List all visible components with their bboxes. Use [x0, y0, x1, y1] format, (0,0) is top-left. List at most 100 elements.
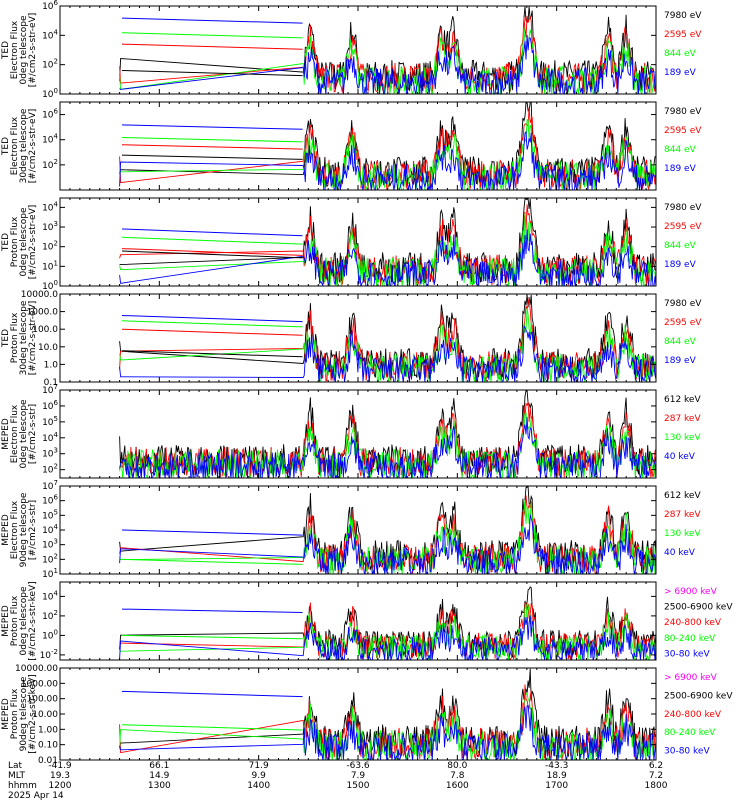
y-tick-label: 106 — [42, 0, 58, 12]
y-tick-label: 10.0 — [38, 343, 58, 353]
svg-text:0deg telescope: 0deg telescope — [19, 207, 29, 277]
time-tick-label: 6.2 — [649, 761, 663, 771]
svg-text:TED: TED — [1, 233, 11, 252]
legend-red: 287 keV — [664, 414, 701, 424]
trace-green — [119, 118, 656, 190]
trace-red — [119, 15, 656, 94]
y-tick-label: 106 — [42, 108, 58, 121]
y-tick-label: 105 — [42, 508, 58, 521]
y-tick-label: 103 — [42, 447, 58, 460]
hhmm-row-label: hhmm — [8, 781, 37, 791]
legend-green: 844 eV — [664, 337, 697, 347]
time-tick-label: 18.9 — [547, 771, 567, 781]
lat-row-label: Lat — [8, 761, 23, 771]
panel-5-traces — [119, 390, 656, 478]
y-tick-label: 10000.00 — [15, 664, 58, 674]
svg-text:Electron Flux: Electron Flux — [10, 404, 20, 463]
y-tick-label: 10.00 — [32, 710, 58, 720]
panel-3-traces — [119, 198, 656, 286]
gap-line-2 — [121, 32, 303, 39]
trace-blue — [119, 417, 656, 478]
y-tick-label: 0.01 — [38, 756, 58, 766]
y-tick-label: 1.00 — [38, 725, 58, 735]
trace-green — [119, 603, 656, 660]
gap-line-1 — [121, 529, 303, 536]
svg-text:MEPED: MEPED — [1, 514, 11, 546]
y-axis-label: MEPED Electron Flux 90deg telescope [#/cm2-… — [1, 492, 38, 567]
y-tick-label: 1000.00 — [21, 679, 58, 689]
y-tick-label: 100.0 — [32, 325, 58, 335]
panel-8-traces — [119, 668, 656, 760]
time-tick-label: 1200 — [49, 781, 72, 791]
svg-text:[#/cm2-s-str-keV]: [#/cm2-s-str-keV] — [28, 674, 38, 753]
gap-line-2 — [121, 137, 303, 143]
panel-5: 102 103 104 105 106 107 MEPED Electron Flux 0deg… — [1, 383, 701, 479]
y-tick-label: 1000.0 — [27, 308, 59, 318]
panel-7: 10-2 100 102 104 MEPED Proton Flux 0deg telesc… — [1, 581, 733, 661]
time-tick-label: 71.9 — [249, 761, 269, 771]
y-tick-label: 100 — [42, 628, 58, 641]
legend-green: 130 keV — [664, 529, 701, 539]
legend-blue: 189 eV — [664, 68, 697, 78]
time-tick-label: 14.9 — [149, 771, 169, 781]
svg-text:90deg telescope: 90deg telescope — [19, 492, 29, 567]
legend-blue: 40 keV — [664, 548, 696, 558]
legend-blue: 189 eV — [664, 356, 697, 366]
legend-green: 844 eV — [664, 241, 697, 251]
panel-1: 100 102 104 106 TED Electron Flux 0deg telesco… — [1, 0, 702, 100]
trace-blue — [119, 324, 656, 382]
y-axis-label: MEPED Proton Flux 90deg telescope [#/cm2-s-… — [1, 674, 38, 753]
y-axis-label: MEPED Proton Flux 0deg telescope [#/cm2-s-s… — [1, 581, 38, 660]
y-tick-label: 100 — [42, 279, 58, 292]
y-axis-label: MEPED Electron Flux 0deg telescope [#/cm2-s… — [1, 399, 38, 469]
legend-blue: 30-80 keV — [664, 649, 710, 659]
legend-green: 80-240 keV — [664, 634, 716, 644]
time-tick-label: 7.9 — [351, 771, 366, 781]
time-tick-label: 19.3 — [50, 771, 70, 781]
gap-line-3 — [121, 144, 303, 150]
panel-6-traces — [119, 486, 656, 574]
legend-green: 844 eV — [664, 49, 697, 59]
svg-text:TED: TED — [1, 41, 11, 60]
time-tick-label: 9.9 — [252, 771, 267, 781]
legend-red: 2595 eV — [664, 30, 702, 40]
trace-green — [119, 27, 656, 94]
gap-line-1 — [121, 17, 303, 24]
gap-line-2 — [121, 558, 303, 565]
svg-text:Electron Flux: Electron Flux — [10, 500, 20, 559]
svg-text:[#/cm2-s-str-eV]: [#/cm2-s-str-eV] — [28, 205, 38, 280]
legend-magenta: > 6900 keV — [664, 673, 718, 683]
y-tick-label: 105 — [42, 415, 58, 428]
time-tick-label: -41.9 — [48, 761, 72, 771]
svg-text:TED: TED — [1, 137, 11, 156]
svg-text:0deg telescope: 0deg telescope — [19, 15, 29, 85]
y-tick-label: 101 — [42, 259, 58, 272]
y-tick-label: 101 — [42, 567, 58, 580]
trace-green — [119, 411, 656, 478]
panel-8: 0.010.101.0010.00100.001000.0010000.00ME… — [1, 664, 733, 766]
gap-line-1 — [121, 608, 303, 613]
legend-red: 240-800 keV — [664, 618, 722, 628]
trace-blue — [119, 705, 656, 760]
y-tick-label: 102 — [42, 58, 58, 71]
gap-line-4 — [121, 350, 303, 358]
y-axis-label: TED Electron Flux 30deg telescope [#/cm2-s-… — [1, 108, 38, 183]
time-tick-label: -63.6 — [346, 761, 370, 771]
y-tick-label: 10000.0 — [21, 290, 58, 300]
svg-text:Proton Flux: Proton Flux — [10, 688, 20, 739]
y-tick-label: 102 — [42, 609, 58, 622]
date-label: 2025 Apr 14 — [8, 791, 64, 800]
legend-black: 612 keV — [664, 491, 701, 501]
y-tick-label: 106 — [42, 399, 58, 412]
legend-black: 7980 eV — [664, 203, 702, 213]
gap-line-2 — [121, 724, 303, 731]
y-tick-label: 102 — [42, 463, 58, 476]
time-tick-label: 1300 — [148, 781, 171, 791]
legend-green: 80-240 keV — [664, 728, 716, 738]
y-tick-label: 100.00 — [27, 695, 59, 705]
y-tick-label: 104 — [42, 431, 58, 444]
y-tick-label: 103 — [42, 538, 58, 551]
y-tick-label: 100 — [42, 87, 58, 100]
svg-text:30deg telescope: 30deg telescope — [19, 108, 29, 183]
